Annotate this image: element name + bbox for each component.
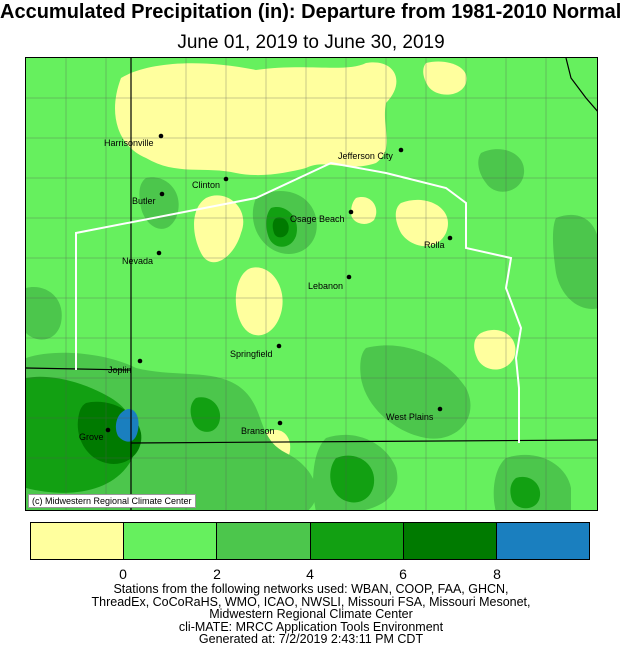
city-rolla: Rolla	[424, 235, 453, 250]
city-label: Clinton	[192, 180, 220, 190]
legend-tick-label: 6	[399, 566, 407, 582]
state-borders	[26, 58, 597, 510]
city-lebanon: Lebanon	[308, 274, 352, 291]
city-branson: Branson	[241, 420, 283, 436]
credit-label: (c) Midwestern Regional Climate Center	[28, 494, 196, 508]
footer-line: cli-MATE: MRCC Application Tools Environ…	[178, 619, 444, 634]
city-label: Branson	[241, 426, 275, 436]
legend-tick-label: 8	[493, 566, 501, 582]
legend-swatch-6-8	[403, 523, 497, 559]
date-range-subtitle: June 01, 2019 to June 30, 2019	[177, 32, 445, 53]
legend-swatch-0-2	[124, 523, 218, 559]
city-label: Joplin	[108, 365, 132, 375]
legend-swatch-2-4	[217, 523, 311, 559]
footer-line: ThreadEx, CoCoRaHS, WMO, ICAO, NWSLI, Mi…	[91, 594, 531, 609]
footer-line: Stations from the following networks use…	[113, 582, 509, 596]
legend-swatch-above-8	[496, 523, 590, 559]
city-label: Butler	[132, 196, 156, 206]
city-butler: Butler	[132, 191, 165, 206]
legend-tick-label: 4	[306, 566, 314, 582]
footer-line: Midwestern Regional Climate Center	[209, 607, 413, 621]
city-clinton: Clinton	[192, 176, 229, 190]
city-label: Grove	[79, 432, 104, 442]
below-normal-regions	[115, 61, 560, 510]
city-label: Rolla	[424, 240, 445, 250]
city-grove: Grove	[79, 427, 111, 442]
city-label: Lebanon	[308, 281, 343, 291]
footer-notes: Stations from the following networks use…	[0, 583, 622, 646]
city-springfield: Springfield	[230, 343, 282, 359]
map-title: Accumulated Precipitation (in): Departur…	[0, 1, 622, 23]
color-legend	[30, 522, 590, 560]
legend-tick-labels: 0 2 4 6 8	[30, 566, 590, 582]
footer-line: Generated at: 7/2/2019 2:43:11 PM CDT	[198, 632, 424, 646]
city-label: Osage Beach	[290, 214, 345, 224]
city-jefferson-city: Jefferson City	[338, 147, 404, 161]
legend-tick-label: 2	[213, 566, 221, 582]
city-label: West Plains	[386, 412, 434, 422]
city-harrisonville: Harrisonville	[104, 133, 164, 148]
city-label: Jefferson City	[338, 151, 393, 161]
departure-2-4-regions	[26, 149, 597, 510]
departure-above-8-region	[115, 409, 139, 442]
city-osage-beach: Osage Beach	[290, 209, 354, 224]
legend-swatch-below-0	[31, 523, 125, 559]
city-label: Harrisonville	[104, 138, 154, 148]
city-label: Springfield	[230, 349, 273, 359]
city-nevada: Nevada	[122, 250, 162, 266]
city-joplin: Joplin	[108, 358, 143, 375]
city-west-plains: West Plains	[386, 406, 443, 422]
city-label: Nevada	[122, 256, 153, 266]
legend-swatch-4-6	[310, 523, 404, 559]
legend-tick-label: 0	[119, 566, 127, 582]
city-markers: Harrisonville Jefferson City Clinton But…	[79, 133, 453, 442]
map-canvas: Harrisonville Jefferson City Clinton But…	[26, 58, 597, 510]
precipitation-map: Harrisonville Jefferson City Clinton But…	[25, 57, 598, 511]
